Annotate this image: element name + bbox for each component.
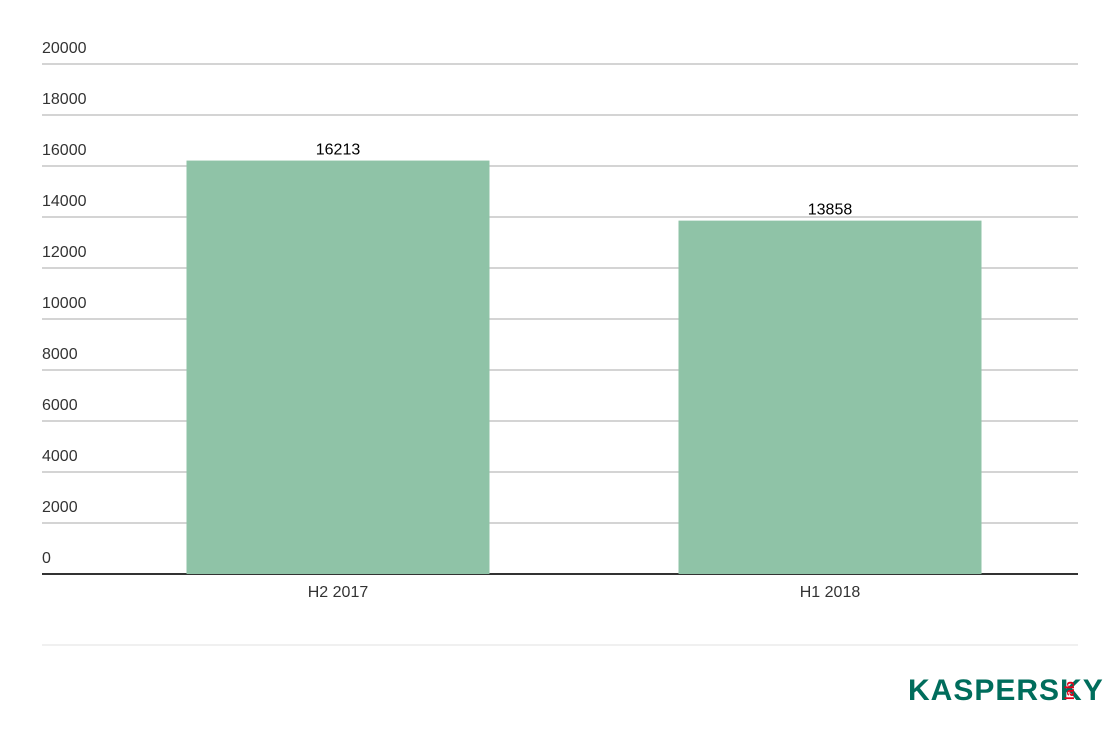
- y-tick-label: 0: [42, 550, 51, 567]
- x-tick-label: H1 2018: [800, 584, 861, 601]
- value-label: 13858: [808, 202, 853, 219]
- y-tick-label: 18000: [42, 91, 87, 108]
- bar: [186, 160, 490, 575]
- y-tick-label: 14000: [42, 193, 87, 210]
- y-tick-label: 6000: [42, 397, 78, 414]
- logo-suffix: lab: [1062, 681, 1077, 700]
- logo-brand: KASPERSKY: [908, 674, 1104, 707]
- y-tick-label: 12000: [42, 244, 87, 261]
- y-tick-label: 8000: [42, 346, 78, 363]
- y-tick-label: 16000: [42, 142, 87, 159]
- y-tick-label: 4000: [42, 448, 78, 465]
- y-tick-label: 2000: [42, 499, 78, 516]
- value-label: 16213: [316, 142, 361, 159]
- y-tick-label: 20000: [42, 40, 87, 57]
- x-tick-label: H2 2017: [308, 584, 369, 601]
- bar: [678, 220, 982, 574]
- y-tick-label: 10000: [42, 295, 87, 312]
